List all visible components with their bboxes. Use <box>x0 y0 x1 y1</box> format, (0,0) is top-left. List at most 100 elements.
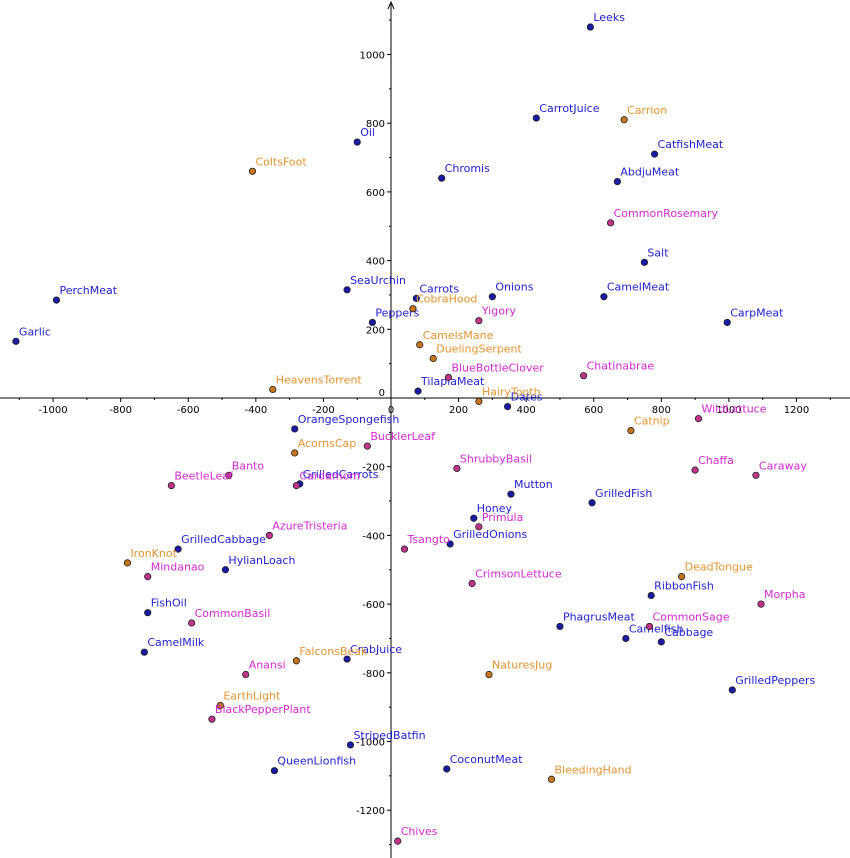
point-label-leeks: Leeks <box>593 11 625 24</box>
point-common-rosemary <box>607 219 615 227</box>
point-label-crab-juice: CrabJuice <box>350 643 402 656</box>
point-label-chromis: Chromis <box>445 162 490 175</box>
point-cardamom <box>292 481 300 490</box>
point-garlic <box>12 337 20 345</box>
point-yigory <box>475 317 483 325</box>
x-tick-label: 200 <box>449 405 468 416</box>
point-dueling-serpent <box>429 354 437 363</box>
point-label-beetle-leaf: BeetleLeaf <box>174 470 234 483</box>
point-label-carp-meat: CarpMeat <box>730 306 784 319</box>
point-label-acorns-cap: AcornsCap <box>298 437 357 450</box>
point-chromis <box>438 174 446 182</box>
y-tick-label: -1000 <box>356 738 385 749</box>
point-label-phagrus-meat: PhagrusMeat <box>563 610 636 623</box>
point-label-natures-jug: NaturesJug <box>492 659 552 672</box>
point-leeks <box>586 23 594 31</box>
y-tick-label: 800 <box>366 119 385 130</box>
point-label-common-basil: CommonBasil <box>195 607 271 620</box>
y-tick-label: 400 <box>366 257 385 268</box>
y-tick-label: -400 <box>362 531 385 542</box>
point-primula <box>475 523 483 531</box>
point-label-perch-meat: PerchMeat <box>59 284 117 297</box>
x-tick-label: -400 <box>244 405 267 416</box>
point-common-basil <box>188 619 196 627</box>
point-acorns-cap <box>291 449 299 457</box>
y-tick-label: 1000 <box>360 51 385 62</box>
point-anansi <box>242 670 250 679</box>
point-shrubby-basil <box>453 464 461 473</box>
point-striped-batfin <box>346 741 355 749</box>
point-wild-lattuce <box>694 415 703 423</box>
point-label-carrots: Carrots <box>419 282 459 295</box>
point-label-colts-foot: ColtsFoot <box>255 155 307 168</box>
point-label-camel-meat: CamelMeat <box>607 281 670 294</box>
point-onions <box>488 293 496 301</box>
point-label-iron-knot: IronKnot <box>130 547 177 560</box>
point-label-abdju-meat: AbdjuMeat <box>620 166 680 179</box>
point-oil <box>353 138 361 146</box>
point-falcons-beak <box>292 657 300 665</box>
point-label-camel-milk: CamelMilk <box>147 636 205 649</box>
point-label-tsangto: Tsangto <box>407 533 451 546</box>
point-black-pepper-plant <box>208 715 216 723</box>
x-tick-label: -800 <box>109 405 132 416</box>
point-label-honey: Honey <box>477 502 513 515</box>
point-label-cobra-hood: CobraHood <box>416 293 477 306</box>
x-tick-label: 0 <box>388 405 394 416</box>
data-points: Leeks CarrotJuice Oil CatfishMeat Chromis Abd… <box>12 11 816 845</box>
point-honey <box>470 514 478 522</box>
point-peppers <box>368 318 377 327</box>
point-label-dueling-serpent: DuelingSerpent <box>436 342 522 355</box>
point-label-black-pepper-plant: BlackPepperPlant <box>215 703 311 716</box>
point-label-orange-spongefish: OrangeSpongefish <box>298 413 400 426</box>
x-tick-label: -200 <box>312 405 335 416</box>
point-label-falcons-beak: FalconsBeak <box>299 645 368 658</box>
point-grilled-onions <box>446 540 454 548</box>
point-coconut-meat <box>443 765 451 773</box>
point-camels-mane <box>416 341 424 349</box>
point-label-heavens-torrent: HeavensTorrent <box>276 373 363 386</box>
point-label-camelfish: Camelfish <box>629 622 684 635</box>
point-beetle-leaf <box>167 481 175 490</box>
point-label-azure-tristeria: AzureTristeria <box>272 519 347 532</box>
point-label-chaffa: Chaffa <box>698 454 734 467</box>
point-label-yigory: Yigory <box>481 305 517 318</box>
point-hairy-tooth <box>475 397 483 406</box>
point-tilapia-meat <box>414 387 422 395</box>
point-cobra-hood <box>409 305 417 313</box>
point-mutton <box>507 490 515 498</box>
point-label-primula: Primula <box>482 511 524 524</box>
point-label-coconut-meat: CoconutMeat <box>450 753 523 766</box>
y-tick-label: -600 <box>362 600 385 611</box>
point-morpha <box>757 600 765 608</box>
point-natures-jug <box>485 670 493 679</box>
point-label-ribbon-fish: RibbonFish <box>654 580 714 593</box>
point-label-hylian-loach: HylianLoach <box>228 554 295 567</box>
y-tick-label: 600 <box>366 188 385 199</box>
point-label-cardamom: Cardamom <box>299 470 360 483</box>
point-label-grilled-cabbage: GrilledCabbage <box>181 533 266 546</box>
point-iron-knot <box>123 559 132 567</box>
point-label-carrot-juice: CarrotJuice <box>539 102 599 115</box>
point-blue-bottle-clover <box>444 373 453 381</box>
point-label-onions: Onions <box>495 281 533 294</box>
point-camel-meat <box>600 293 608 301</box>
point-label-cabbage: Cabbage <box>664 626 713 639</box>
point-catnip <box>627 427 635 435</box>
y-tick-label: -1200 <box>356 806 385 817</box>
point-label-dead-tongue: DeadTongue <box>685 561 753 574</box>
point-label-shrubby-basil: ShrubbyBasil <box>460 452 532 465</box>
point-label-grilled-onions: GrilledOnions <box>453 528 527 541</box>
point-tsangto <box>400 545 409 553</box>
point-label-buckler-leaf: BucklerLeaf <box>370 430 436 443</box>
x-tick-label: 1000 <box>716 405 741 416</box>
point-label-peppers: Peppers <box>375 306 419 319</box>
point-mindanao <box>144 573 152 581</box>
point-chives <box>394 837 402 845</box>
point-queen-lionfish <box>270 767 279 775</box>
point-ribbon-fish <box>647 591 655 600</box>
x-tick-label: 1200 <box>784 405 809 416</box>
point-carrots <box>412 294 420 302</box>
point-label-queen-lionfish: QueenLionfish <box>277 755 356 768</box>
